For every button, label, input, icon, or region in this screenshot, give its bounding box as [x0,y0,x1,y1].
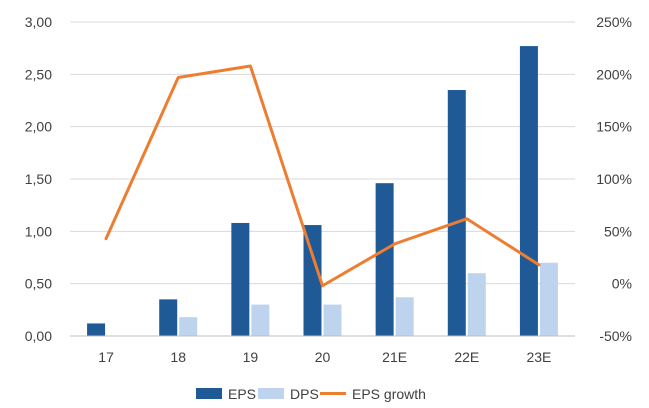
eps-bar [519,46,538,336]
left-axis: 0,00 0,50 1,00 1,50 2,00 2,50 3,00 [25,14,52,344]
dps-bar [251,304,270,336]
right-tick-label: 250% [596,14,632,30]
legend: EPS DPS EPS growth [196,386,426,402]
right-tick-label: 0% [612,276,632,292]
dps-bar [539,262,558,336]
eps-bar [303,225,322,336]
left-tick-label: 1,50 [25,171,52,187]
dps-bar [467,273,486,336]
x-tick-label: 18 [170,349,186,365]
x-tick-label: 20 [315,349,331,365]
left-tick-label: 2,50 [25,66,52,82]
eps-legend-swatch [196,388,222,399]
x-tick-label: 19 [243,349,259,365]
left-tick-label: 1,00 [25,223,52,239]
bar-series [87,46,558,337]
dps-legend-label: DPS [290,386,319,402]
eps-bar [375,183,394,336]
left-tick-label: 0,00 [25,328,52,344]
eps-growth-legend-label: EPS growth [352,386,426,402]
x-axis: 17 18 19 20 21E 22E 23E [70,335,575,365]
dps-bar [179,317,198,336]
eps-bar [87,323,106,336]
eps-bar [231,222,250,336]
right-tick-label: 100% [596,171,632,187]
x-tick-label: 17 [98,349,114,365]
right-tick-label: 50% [604,223,632,239]
left-tick-label: 2,00 [25,119,52,135]
eps-bar [447,90,466,337]
right-tick-label: 150% [596,119,632,135]
eps-growth-line [104,64,541,288]
left-tick-label: 0,50 [25,276,52,292]
right-tick-label: -50% [599,328,632,344]
dps-bar [395,297,414,336]
x-tick-label: 23E [526,349,551,365]
dps-bar [323,304,342,336]
x-tick-label: 21E [382,349,407,365]
line-series [104,64,541,288]
right-axis: -50% 0% 50% 100% 150% 200% 250% [596,14,632,344]
gridlines [70,21,575,337]
x-tick-label: 22E [454,349,479,365]
eps-bar [159,299,178,336]
left-tick-label: 3,00 [25,14,52,30]
eps-legend-label: EPS [228,386,256,402]
dps-legend-swatch [258,388,284,399]
right-tick-label: 200% [596,66,632,82]
